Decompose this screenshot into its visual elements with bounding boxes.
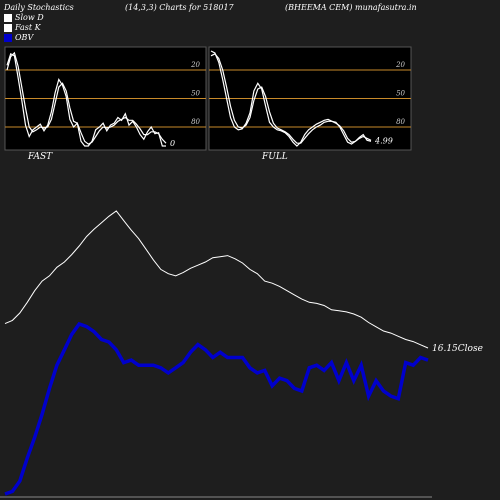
panel-label-fast: FAST	[28, 152, 53, 162]
stoch-line-full-0	[210, 50, 372, 147]
tick-label-fast-20: 20	[190, 61, 200, 69]
price-line	[4, 210, 429, 349]
last-value-label-fast: 0	[170, 139, 175, 148]
legend-label-fast-k: Fast K	[15, 23, 41, 32]
chart-title: Daily Stochastics	[4, 3, 74, 12]
tick-label-full-50: 50	[396, 90, 405, 98]
chart-company: (BHEEMA CEM) munafasutra.in	[285, 3, 417, 12]
legend-label-slow-d: Slow D	[15, 13, 44, 22]
obv-line	[4, 321, 429, 496]
legend-swatch-fast-k	[4, 23, 12, 32]
stoch-line-fast-0	[6, 53, 166, 147]
tick-label-fast-50: 50	[191, 90, 200, 98]
last-close-label: 16.15Close	[432, 344, 483, 354]
legend-item-obv: OBV	[4, 33, 33, 42]
tick-label-full-80: 80	[396, 118, 405, 126]
legend-item-slow-d: Slow D	[4, 13, 44, 22]
last-value-label-full: 4.99	[374, 136, 393, 145]
stoch-line-fast-1	[6, 51, 167, 145]
tick-label-full-20: 20	[395, 61, 405, 69]
legend-label-obv: OBV	[15, 33, 34, 42]
panel-label-full: FULL	[262, 152, 288, 162]
legend-swatch-slow-d	[4, 13, 12, 22]
chart-params: (14,3,3) Charts for 518017	[125, 3, 234, 12]
stoch-line-full-1	[210, 53, 372, 144]
legend-item-fast-k: Fast K	[4, 23, 41, 32]
tick-label-fast-80: 80	[191, 118, 200, 126]
legend-swatch-obv	[4, 33, 12, 42]
